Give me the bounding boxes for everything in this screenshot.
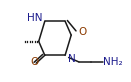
Text: O: O bbox=[79, 27, 87, 37]
Text: NH₂: NH₂ bbox=[102, 57, 122, 67]
Text: HN: HN bbox=[27, 13, 42, 23]
Text: N: N bbox=[68, 54, 75, 64]
Text: O: O bbox=[30, 57, 38, 67]
